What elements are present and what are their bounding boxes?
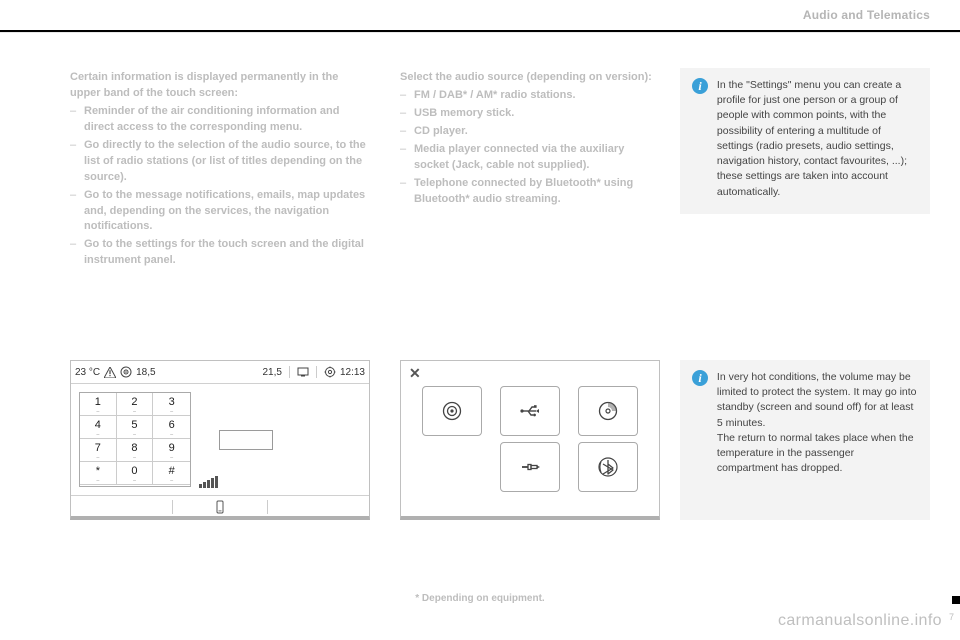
info-icon: i <box>692 78 708 94</box>
col-mid-item: CD player. <box>414 124 660 140</box>
divider <box>289 366 290 378</box>
key-4[interactable]: 4_ <box>80 416 117 439</box>
radio-icon <box>441 400 463 422</box>
info-text: In the "Settings" menu you can create a … <box>717 78 917 200</box>
header-title: Audio and Telematics <box>803 8 930 22</box>
gear-icon <box>324 366 336 378</box>
number-display <box>219 430 273 450</box>
col-mid: Select the audio source (depending on ve… <box>400 70 660 210</box>
warning-icon <box>104 367 116 378</box>
col-left-intro: Certain information is displayed permane… <box>70 70 370 102</box>
status-val2: 21,5 <box>263 367 282 378</box>
key-2[interactable]: 2_ <box>117 393 154 416</box>
close-icon[interactable]: ✕ <box>409 365 421 382</box>
col-mid-item: USB memory stick. <box>414 106 660 122</box>
key-3[interactable]: 3_ <box>153 393 190 416</box>
source-aux[interactable] <box>500 442 560 492</box>
key-8[interactable]: 8_ <box>117 439 154 462</box>
key-hash[interactable]: #_ <box>153 462 190 485</box>
col-left-item: Go directly to the selection of the audi… <box>84 138 370 186</box>
source-radio[interactable] <box>422 386 482 436</box>
col-mid-item: Telephone connected by Bluetooth* using … <box>414 176 660 208</box>
top-rule <box>0 30 960 32</box>
status-time: 12:13 <box>340 367 365 378</box>
usb-icon <box>519 400 541 422</box>
info2-line2: The return to normal takes place when th… <box>717 432 914 474</box>
key-7[interactable]: 7_ <box>80 439 117 462</box>
source-bluetooth[interactable] <box>578 442 638 492</box>
source-cd[interactable] <box>578 386 638 436</box>
audio-source-panel: ✕ <box>400 360 660 520</box>
key-0[interactable]: 0_ <box>117 462 154 485</box>
key-star[interactable]: *_ <box>80 462 117 485</box>
col-left-item: Go to the settings for the touch screen … <box>84 237 370 269</box>
col-left-item: Reminder of the air conditioning informa… <box>84 104 370 136</box>
footnote: * Depending on equipment. <box>0 593 960 604</box>
touchscreen-phone-panel: 23 °C 18,5 21,5 12:13 1_ <box>70 360 370 520</box>
source-usb[interactable] <box>500 386 560 436</box>
info-box-heat: i In very hot conditions, the volume may… <box>680 360 930 520</box>
page-marker <box>952 596 960 604</box>
info-box-settings: i In the "Settings" menu you can create … <box>680 68 930 214</box>
col-left: Certain information is displayed permane… <box>70 70 370 271</box>
bottom-bar <box>71 495 369 518</box>
info-text: In very hot conditions, the volume may b… <box>717 370 917 477</box>
target-icon <box>120 366 132 378</box>
disc-icon <box>597 400 619 422</box>
col-mid-item: Media player connected via the auxiliary… <box>414 142 660 174</box>
col-left-list: –Reminder of the air conditioning inform… <box>70 104 370 269</box>
col-mid-list: –FM / DAB* / AM* radio stations. –USB me… <box>400 88 660 208</box>
key-5[interactable]: 5_ <box>117 416 154 439</box>
key-9[interactable]: 9_ <box>153 439 190 462</box>
display-icon <box>297 366 309 378</box>
info2-line1: In very hot conditions, the volume may b… <box>717 371 917 429</box>
page-number: 7 <box>949 612 954 622</box>
key-6[interactable]: 6_ <box>153 416 190 439</box>
key-1[interactable]: 1_ <box>80 393 117 416</box>
phone-icon[interactable] <box>213 500 227 514</box>
status-temp: 23 °C <box>75 367 100 378</box>
keypad: 1_ 2_ 3_ 4_ 5_ 6_ 7_ 8_ 9_ *_ 0_ #_ <box>79 392 191 487</box>
col-left-item: Go to the message notifications, emails,… <box>84 188 370 236</box>
info-icon: i <box>692 370 708 386</box>
signal-bars-icon <box>199 476 218 488</box>
col-mid-item: FM / DAB* / AM* radio stations. <box>414 88 660 104</box>
status-val1: 18,5 <box>136 367 155 378</box>
watermark: carmanualsonline.info <box>778 612 942 630</box>
bluetooth-icon <box>597 456 619 478</box>
col-mid-intro: Select the audio source (depending on ve… <box>400 70 660 86</box>
divider <box>316 366 317 378</box>
jack-icon <box>519 456 541 478</box>
statusbar: 23 °C 18,5 21,5 12:13 <box>71 361 369 384</box>
